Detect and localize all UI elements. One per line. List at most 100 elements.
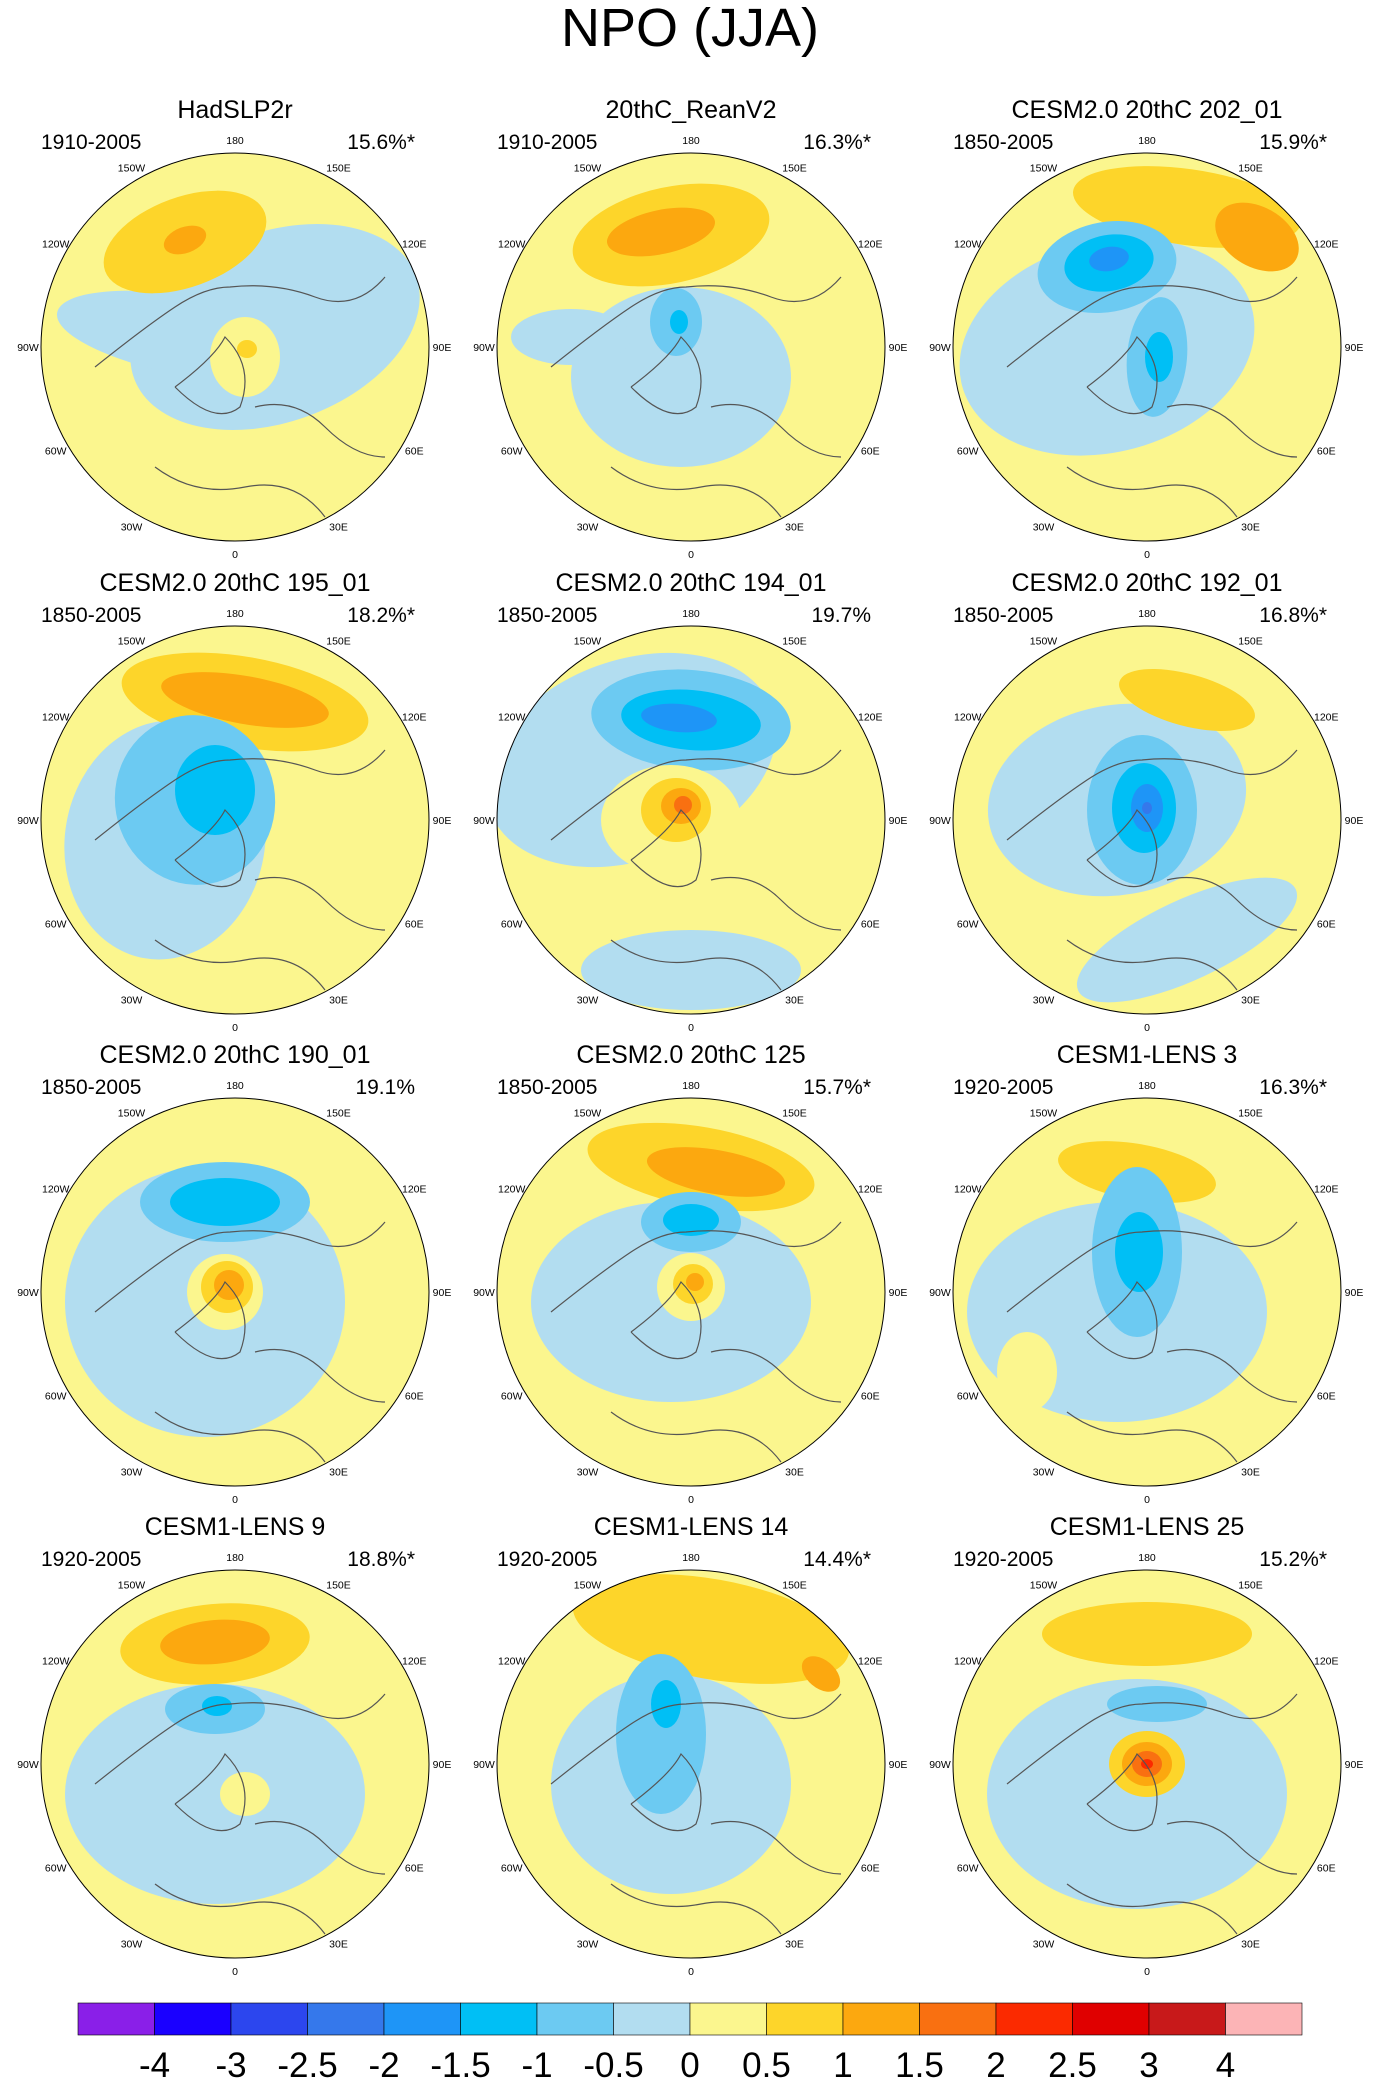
colorbar-label: 2.5 [1048,2046,1097,2085]
longitude-label: 30E [329,521,348,533]
longitude-label: 120W [954,1184,982,1196]
longitude-label: 60W [501,919,523,931]
longitude-label: 120E [1314,712,1339,724]
longitude-label: 90E [1345,1759,1364,1771]
map-panel: CESM2.0 20thC 202_01 1850-2005 15.9%* 180 15… [929,96,1363,561]
anomaly-field [497,626,885,1014]
colorbar-label: -2 [368,2046,399,2085]
longitude-label: 60W [45,919,67,931]
colorbar-label: -3 [215,2046,246,2085]
coastline-south [154,403,386,518]
longitude-label: 120E [402,1184,427,1196]
panel-title: CESM1-LENS 25 [1050,1513,1245,1541]
coastline-greenland [174,335,246,415]
coastline-north [550,276,842,368]
longitude-label: 90W [17,1287,39,1299]
longitude-label: 180 [226,1552,244,1564]
colorbar-swatch [766,2002,844,2036]
longitude-label: 150W [1030,636,1058,648]
longitude-label: 30W [121,994,143,1006]
panel-period: 1920-2005 [953,1548,1053,1571]
coastline-south [610,876,842,991]
longitude-label: 60E [405,446,424,458]
longitude-label: 60E [1317,1863,1336,1875]
longitude-label: 90E [889,342,908,354]
longitude-label: 90E [889,1287,908,1299]
longitude-label: 120W [498,1656,526,1668]
panel-title: CESM2.0 20thC 190_01 [99,1041,370,1069]
coastline-greenland [630,335,702,415]
contour-region [1042,1602,1252,1666]
coastline-greenland [630,1752,702,1832]
longitude-label: 0 [688,549,694,561]
longitude-label: 30E [329,1938,348,1950]
longitude-label: 90W [473,1759,495,1771]
longitude-label: 120W [498,1184,526,1196]
map-panel: CESM2.0 20thC 192_01 1850-2005 16.8%* 180 15… [929,569,1363,1034]
colorbar-swatch [154,2002,232,2036]
panel-variance: 15.7%* [803,1076,871,1099]
contour-region [646,1147,786,1197]
contour-region [214,1270,244,1300]
map-panel: CESM1-LENS 25 1920-2005 15.2%* 180 150E 120E 9… [929,1513,1363,1978]
coastline-greenland [1086,808,1158,888]
coastlines [1006,1693,1298,1935]
longitude-label: 180 [682,1080,700,1092]
coastlines [94,1693,386,1935]
longitude-label: 150W [118,1108,146,1120]
coastline-south [154,1820,386,1935]
contour-region [1145,332,1173,382]
coastline-greenland [1086,335,1158,415]
longitude-label: 60E [861,446,880,458]
panel-title: CESM2.0 20thC 192_01 [1011,569,1282,597]
panel-period: 1850-2005 [953,131,1053,154]
coastline-greenland [174,1280,246,1360]
colorbar-swatch [1225,2002,1303,2036]
contour-region [1142,802,1152,814]
longitude-label: 90W [929,342,951,354]
longitude-label: 30W [1033,1938,1055,1950]
longitude-label: 180 [226,135,244,147]
coastline-greenland [1086,1280,1158,1360]
contour-region [651,1680,681,1728]
longitude-label: 60W [957,1863,979,1875]
colorbar-label: 4 [1216,2046,1235,2085]
map-panel: CESM2.0 20thC 190_01 1850-2005 19.1% 180 150… [17,1041,451,1506]
longitude-label: 150W [574,1580,602,1592]
longitude-label: 150E [1238,1108,1263,1120]
contour-region [674,796,692,814]
longitude-label: 120E [1314,239,1339,251]
longitude-label: 0 [1144,1494,1150,1506]
coastlines [550,1221,842,1463]
longitude-label: 60W [501,1391,523,1403]
panel-period: 1920-2005 [953,1076,1053,1099]
longitude-label: 30E [1241,1938,1260,1950]
longitude-label: 120E [402,1656,427,1668]
coastline-greenland [630,808,702,888]
longitude-label: 180 [1138,608,1156,620]
map-boundary [40,1097,430,1487]
contour-region [1076,877,1298,1003]
panel-period: 1920-2005 [41,1548,141,1571]
longitude-label: 90W [929,1759,951,1771]
panel-period: 1850-2005 [497,1076,597,1099]
longitude-label: 90W [473,1287,495,1299]
longitude-label: 90W [17,342,39,354]
longitude-label: 30W [1033,994,1055,1006]
map-panel: CESM2.0 20thC 125 1850-2005 15.7%* 180 150E 1… [473,1041,907,1506]
map-boundary [496,1097,886,1487]
panel-title: CESM2.0 20thC 125 [576,1041,805,1069]
longitude-label: 120E [858,239,883,251]
longitude-label: 120E [1314,1184,1339,1196]
map-panel: 20thC_ReanV2 1910-2005 16.3%* 180 150E 120E 90… [473,96,907,561]
panel-period: 1920-2005 [497,1548,597,1571]
contour-region [616,1654,706,1814]
longitude-label: 0 [232,1966,238,1978]
longitude-label: 30W [577,1938,599,1950]
longitude-label: 30E [1241,1466,1260,1478]
panel-period: 1850-2005 [953,604,1053,627]
longitude-label: 30W [121,1938,143,1950]
longitude-label: 30W [577,521,599,533]
anomaly-field [41,1098,429,1486]
